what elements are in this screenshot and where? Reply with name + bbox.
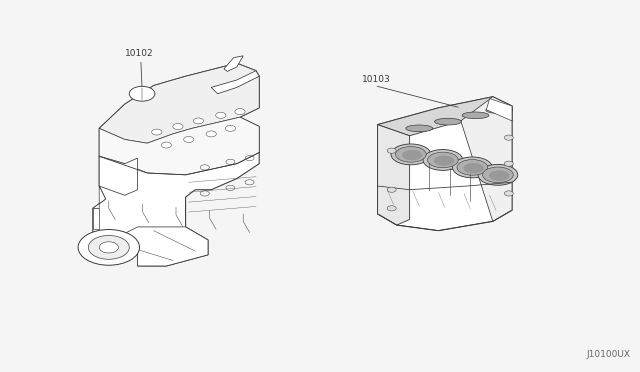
Polygon shape [378, 97, 512, 231]
Ellipse shape [423, 150, 463, 170]
Text: 10102: 10102 [125, 49, 154, 58]
Ellipse shape [483, 167, 513, 183]
Polygon shape [224, 56, 243, 71]
Polygon shape [461, 97, 512, 221]
Circle shape [225, 125, 236, 131]
Circle shape [193, 118, 204, 124]
Polygon shape [378, 125, 410, 225]
Ellipse shape [391, 144, 431, 165]
Ellipse shape [457, 160, 488, 175]
Ellipse shape [428, 152, 458, 168]
Circle shape [173, 124, 183, 129]
Ellipse shape [462, 112, 489, 119]
Circle shape [235, 109, 245, 115]
Polygon shape [378, 97, 512, 136]
Circle shape [504, 161, 513, 166]
Circle shape [78, 230, 140, 265]
Polygon shape [93, 186, 106, 208]
Polygon shape [93, 63, 259, 266]
Polygon shape [211, 71, 259, 94]
Ellipse shape [478, 164, 518, 185]
Polygon shape [112, 227, 208, 266]
Ellipse shape [435, 118, 461, 125]
Circle shape [161, 142, 172, 148]
Circle shape [99, 242, 118, 253]
Ellipse shape [402, 150, 422, 160]
Polygon shape [99, 63, 259, 143]
Circle shape [504, 135, 513, 140]
Polygon shape [99, 156, 138, 195]
Circle shape [206, 131, 216, 137]
Text: J10100UX: J10100UX [586, 350, 630, 359]
Polygon shape [93, 208, 99, 229]
Polygon shape [99, 117, 259, 175]
Ellipse shape [463, 163, 484, 173]
Ellipse shape [434, 155, 454, 166]
Circle shape [216, 112, 226, 118]
Ellipse shape [489, 170, 509, 181]
Ellipse shape [406, 125, 433, 132]
Ellipse shape [396, 147, 426, 162]
Circle shape [129, 86, 155, 101]
Circle shape [504, 191, 513, 196]
Circle shape [387, 206, 396, 211]
Polygon shape [486, 99, 512, 121]
Circle shape [184, 137, 194, 142]
Circle shape [387, 148, 396, 153]
Circle shape [88, 235, 129, 259]
Ellipse shape [452, 157, 492, 178]
Ellipse shape [486, 107, 513, 113]
Circle shape [152, 129, 162, 135]
Circle shape [387, 187, 396, 192]
Text: 10103: 10103 [362, 75, 390, 84]
